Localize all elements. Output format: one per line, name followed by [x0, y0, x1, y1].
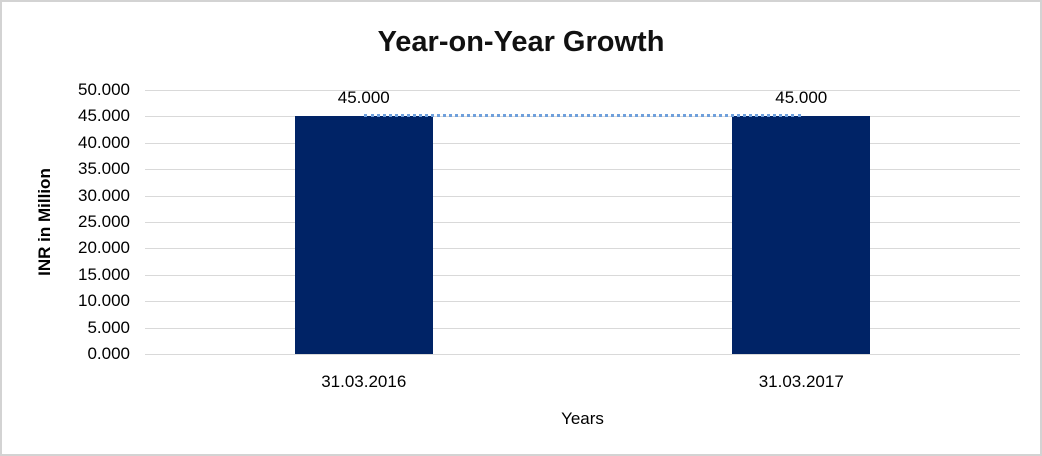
y-tick-label: 25.000	[78, 212, 130, 231]
x-tick-label: 31.03.2016	[321, 372, 407, 391]
y-tick-label: 5.000	[87, 317, 130, 337]
y-tick-label: 0.000	[87, 344, 130, 363]
y-tick-label: 40.000	[78, 132, 130, 152]
x-tick-label: 31.03.2017	[758, 372, 844, 391]
gridline	[145, 222, 1020, 223]
y-tick-label: 15.000	[78, 264, 130, 284]
gridline	[145, 248, 1020, 250]
trend-line	[363, 114, 802, 118]
gridline	[145, 354, 1020, 355]
data-label: 45.000	[337, 88, 390, 108]
y-tick-label: 50.000	[78, 80, 130, 99]
bar	[294, 116, 433, 354]
gridline	[145, 90, 1020, 91]
gridline	[145, 142, 1020, 144]
gridline	[145, 301, 1020, 303]
y-tick-label: 35.000	[78, 159, 130, 179]
gridline	[145, 274, 1020, 276]
gridline	[145, 169, 1020, 171]
data-label: 45.000	[775, 88, 828, 108]
chart-title: Year-on-Year Growth	[377, 26, 665, 58]
y-tick-label: 20.000	[78, 238, 130, 258]
bar	[732, 116, 871, 354]
y-tick-label: 45.000	[78, 106, 130, 126]
y-tick-label: 10.000	[78, 291, 130, 311]
gridline	[145, 327, 1020, 329]
y-tick-label: 30.000	[78, 185, 130, 205]
x-axis-title: Years	[561, 409, 604, 428]
gridline	[145, 195, 1020, 197]
